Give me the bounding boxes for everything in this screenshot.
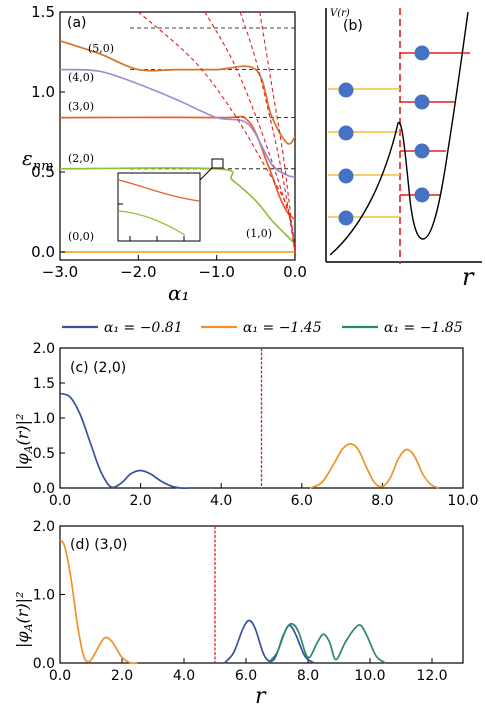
panel-a-ylabel: εnm [22,146,53,174]
panel-a-xlabel: α₁ [168,281,190,305]
particle [414,94,430,110]
panel-b: V(r) (b) r [325,8,482,291]
zoom-box [211,158,224,169]
inset-curve-3-0 [118,179,200,202]
potential-curve [329,11,469,256]
particle [414,143,430,159]
y-tick-label: 2.0 [33,519,55,535]
legend-label-1: α₁ = −1.45 [243,320,322,336]
level-label-0-0: (0,0) [68,230,94,243]
x-tick-label: 6.0 [291,493,313,509]
y-tick-label: 1.5 [33,376,55,392]
series-line-0 [59,392,190,490]
series-line-2 [267,622,386,664]
panel-a-asymptotes [130,27,295,170]
level-label-2-0: (2,0) [68,152,94,165]
y-tick-label: 2.0 [33,341,55,357]
x-tick-label: 8.0 [297,668,319,684]
x-tick-label: 8.0 [371,493,393,509]
y-tick-label: 0.5 [33,446,55,462]
panel-d-series [59,526,386,665]
panel-c-series [59,348,440,490]
x-tick-label: 4.0 [210,493,232,509]
panel-a-ticks: −3.0 −2.0 −1.0 0.0 0.0 0.5 1.0 1.5 [31,3,307,281]
panel-a-frame [59,11,296,261]
series-line-6 [204,12,295,253]
level-label-3-0: (3,0) [68,100,94,113]
series-line-3 [60,68,295,178]
series-line-4 [60,39,295,145]
y-tick-label: 0.0 [33,481,55,497]
series-line-2 [60,115,295,221]
series-line-1 [309,443,440,489]
x-tick-label: 2.0 [129,493,151,509]
panel-b-xlabel: r [462,263,475,291]
particle [338,82,354,98]
particle [338,168,354,184]
x-tick-label: 6.0 [235,668,257,684]
y-tick-label: 1.0 [33,588,55,604]
legend: α₁ = −0.81 α₁ = −1.45 α₁ = −1.85 [62,320,463,336]
inset-curve-2-0 [118,210,186,236]
level-label-4-0: (4,0) [68,71,94,84]
x-tick-label: 10.0 [447,493,478,509]
particle [338,210,354,226]
x-tick-label: 0.0 [283,263,307,281]
x-tick-label: 2.0 [111,668,133,684]
series-line-0 [223,619,315,664]
level-label-5-0: (5,0) [88,42,114,55]
panel-c: 0.0 2.0 4.0 6.0 8.0 10.0 0.0 0.5 1.0 1.5 2.0 (c) (… [13,341,479,509]
panel-a-label: (a) [67,15,87,31]
x-tick-label: 4.0 [173,668,195,684]
panel-d-ticks: 0.0 2.0 4.0 6.0 8.0 10.0 12.0 0.0 1.0 2.0 [33,519,448,684]
particle [338,125,354,141]
panel-c-ylabel: |φA(r)|² [13,414,35,470]
panel-b-label: (b) [343,18,363,34]
x-tick-label: −2.0 [120,263,156,281]
panel-d-xlabel: r [255,684,267,709]
legend-label-2: α₁ = −1.85 [384,320,463,336]
x-tick-label: −3.0 [42,263,78,281]
y-tick-label: 1.0 [31,83,55,101]
y-tick-label: 1.0 [33,411,55,427]
inset-plot [117,172,201,242]
y-tick-label: 1.5 [31,3,55,21]
level-label-1-0: (1,0) [246,227,272,240]
inset-frame [117,172,201,242]
legend-label-0: α₁ = −0.81 [104,320,183,336]
zoom-connector [199,167,213,181]
series-line-1 [59,539,138,665]
panel-c-ticks: 0.0 2.0 4.0 6.0 8.0 10.0 0.0 0.5 1.0 1.5 2.0 [33,341,479,509]
series-line-5 [137,12,295,253]
y-tick-label: 0.0 [31,243,55,261]
panel-d-label: (d) (3,0) [70,537,127,553]
panel-d: 0.0 2.0 4.0 6.0 8.0 10.0 12.0 0.0 1.0 2.0 (d) (3,… [13,519,464,709]
particle [414,45,430,61]
panel-c-label: (c) (2,0) [70,360,126,376]
x-tick-label: 10.0 [354,668,385,684]
x-tick-label: 0.0 [49,493,71,509]
panel-a-series [60,12,295,253]
panel-a: −3.0 −2.0 −1.0 0.0 0.0 0.5 1.0 1.5 (a) (5,0) (4… [22,3,307,305]
y-tick-label: 0.0 [33,656,55,672]
x-tick-label: 12.0 [416,668,447,684]
y-tick-label: 0.5 [31,163,55,181]
panel-b-ylabel: V(r) [330,8,350,19]
particle [414,187,430,203]
x-tick-label: 0.0 [49,668,71,684]
x-tick-label: −1.0 [198,263,234,281]
panel-d-ylabel: |φA(r)|² [13,592,35,648]
series-line-1 [60,167,295,245]
series-line-7 [239,12,295,253]
